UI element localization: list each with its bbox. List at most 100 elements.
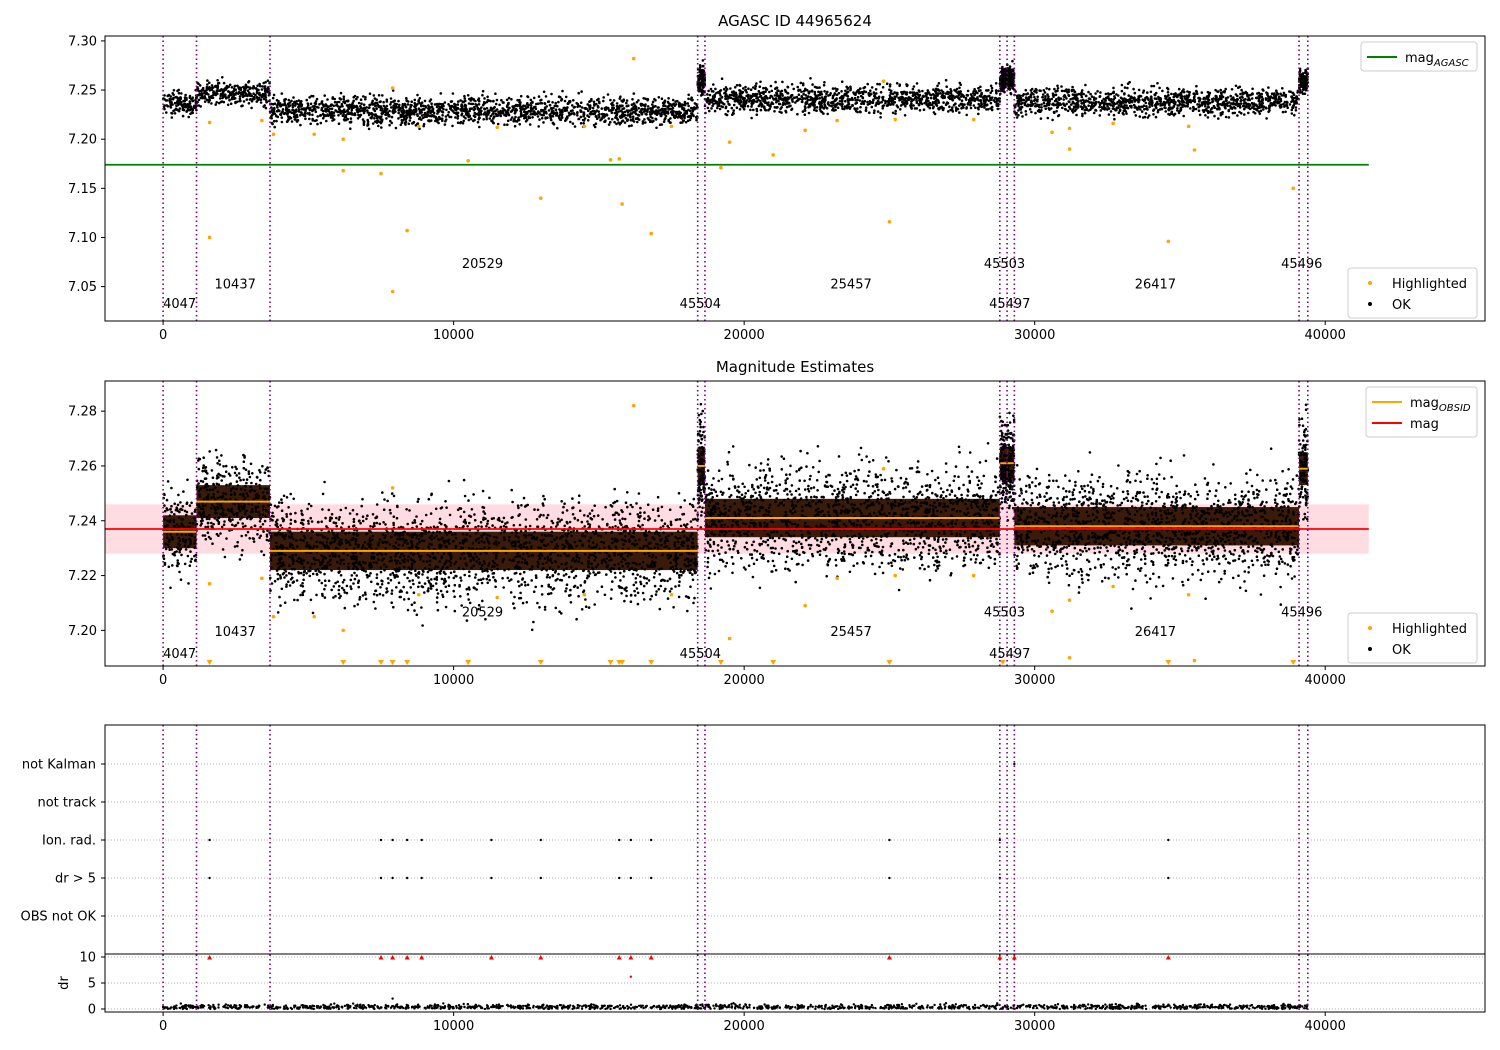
ok-point	[1098, 95, 1102, 98]
ok-point	[584, 107, 587, 110]
ok-point	[835, 89, 838, 93]
ok-point	[853, 107, 856, 110]
ok-point	[467, 118, 471, 122]
ok-point	[755, 113, 759, 116]
ok-point	[1140, 110, 1144, 113]
ok-point	[908, 91, 912, 94]
ok-point	[742, 87, 745, 90]
ok-point	[271, 96, 275, 100]
ok-point	[588, 100, 591, 103]
highlighted-point	[1166, 239, 1171, 244]
ok-point	[538, 118, 541, 121]
ok-point	[1222, 90, 1225, 93]
ok-point	[576, 102, 580, 106]
ok-point	[866, 100, 869, 104]
ok-point	[869, 92, 873, 96]
ok-point	[951, 94, 955, 98]
ok-point	[335, 110, 339, 113]
ok-point	[802, 92, 805, 96]
ok-point	[869, 89, 872, 92]
highlighted-point	[719, 165, 723, 170]
highlighted-point	[631, 56, 636, 61]
ok-point	[463, 97, 467, 100]
ok-point	[392, 106, 396, 109]
ok-point	[1020, 102, 1023, 105]
ok-point	[342, 97, 346, 101]
ok-point	[1257, 91, 1261, 95]
ok-point	[539, 99, 542, 102]
ok-point	[228, 98, 231, 102]
ok-point	[1067, 88, 1070, 92]
highlighted-point	[727, 140, 732, 144]
ok-point	[232, 89, 235, 93]
ok-point	[529, 106, 533, 110]
ok-point	[874, 88, 878, 91]
ok-point	[918, 109, 922, 112]
ok-point	[504, 111, 508, 114]
ok-point	[399, 107, 403, 110]
ok-point	[1056, 114, 1060, 118]
ok-point	[695, 118, 698, 122]
ok-point	[256, 98, 260, 102]
ok-point	[1299, 84, 1303, 88]
ok-point	[708, 109, 711, 113]
ok-point	[840, 80, 844, 83]
ok-point	[1121, 111, 1125, 115]
ok-point	[1238, 85, 1242, 89]
ok-point	[653, 97, 656, 101]
ok-point	[1200, 91, 1204, 94]
ok-point	[769, 105, 772, 108]
ok-point	[864, 90, 868, 94]
ok-point	[471, 102, 475, 106]
ok-point	[881, 86, 885, 89]
ok-point	[1089, 92, 1092, 96]
obsid-label: 25457	[830, 278, 871, 293]
ok-point	[208, 81, 211, 85]
ok-point	[776, 105, 779, 109]
ok-point	[308, 117, 311, 121]
ok-point	[215, 101, 218, 104]
ok-point	[389, 103, 392, 106]
ok-point	[1279, 106, 1282, 109]
ok-point	[437, 115, 441, 119]
ok-point	[926, 92, 929, 95]
ok-point	[1061, 106, 1064, 110]
ok-point	[664, 116, 667, 120]
ok-point	[813, 85, 817, 89]
ok-point	[1113, 117, 1116, 121]
ok-point	[664, 104, 667, 108]
highlighted-point	[495, 125, 500, 130]
ok-point	[208, 86, 211, 89]
ok-point	[1211, 110, 1214, 114]
ok-point	[1143, 108, 1146, 111]
ok-point	[1139, 95, 1143, 98]
ok-point	[710, 101, 714, 104]
ok-point	[693, 108, 696, 111]
ok-point	[391, 110, 394, 113]
ok-point	[316, 115, 320, 118]
ok-point	[837, 91, 841, 95]
ok-point	[693, 106, 696, 109]
ok-point	[749, 88, 753, 91]
ok-point	[413, 98, 417, 102]
ok-point	[1046, 93, 1049, 96]
ok-point	[743, 101, 746, 104]
ok-point	[863, 99, 867, 103]
ok-point	[173, 101, 177, 105]
ok-point	[698, 81, 701, 84]
ok-point	[986, 89, 989, 92]
ok-point	[275, 114, 278, 118]
ok-point	[400, 121, 404, 124]
ok-point	[302, 107, 306, 110]
ok-point	[868, 100, 872, 103]
ok-point	[1288, 103, 1292, 106]
ok-point	[1188, 91, 1191, 94]
ok-point	[1239, 92, 1242, 96]
ok-point	[933, 94, 936, 97]
ok-point	[615, 112, 619, 115]
ok-point	[187, 105, 190, 108]
ok-point	[287, 117, 291, 121]
ok-point	[195, 96, 198, 99]
ok-point	[408, 114, 412, 118]
ok-point	[415, 113, 419, 116]
